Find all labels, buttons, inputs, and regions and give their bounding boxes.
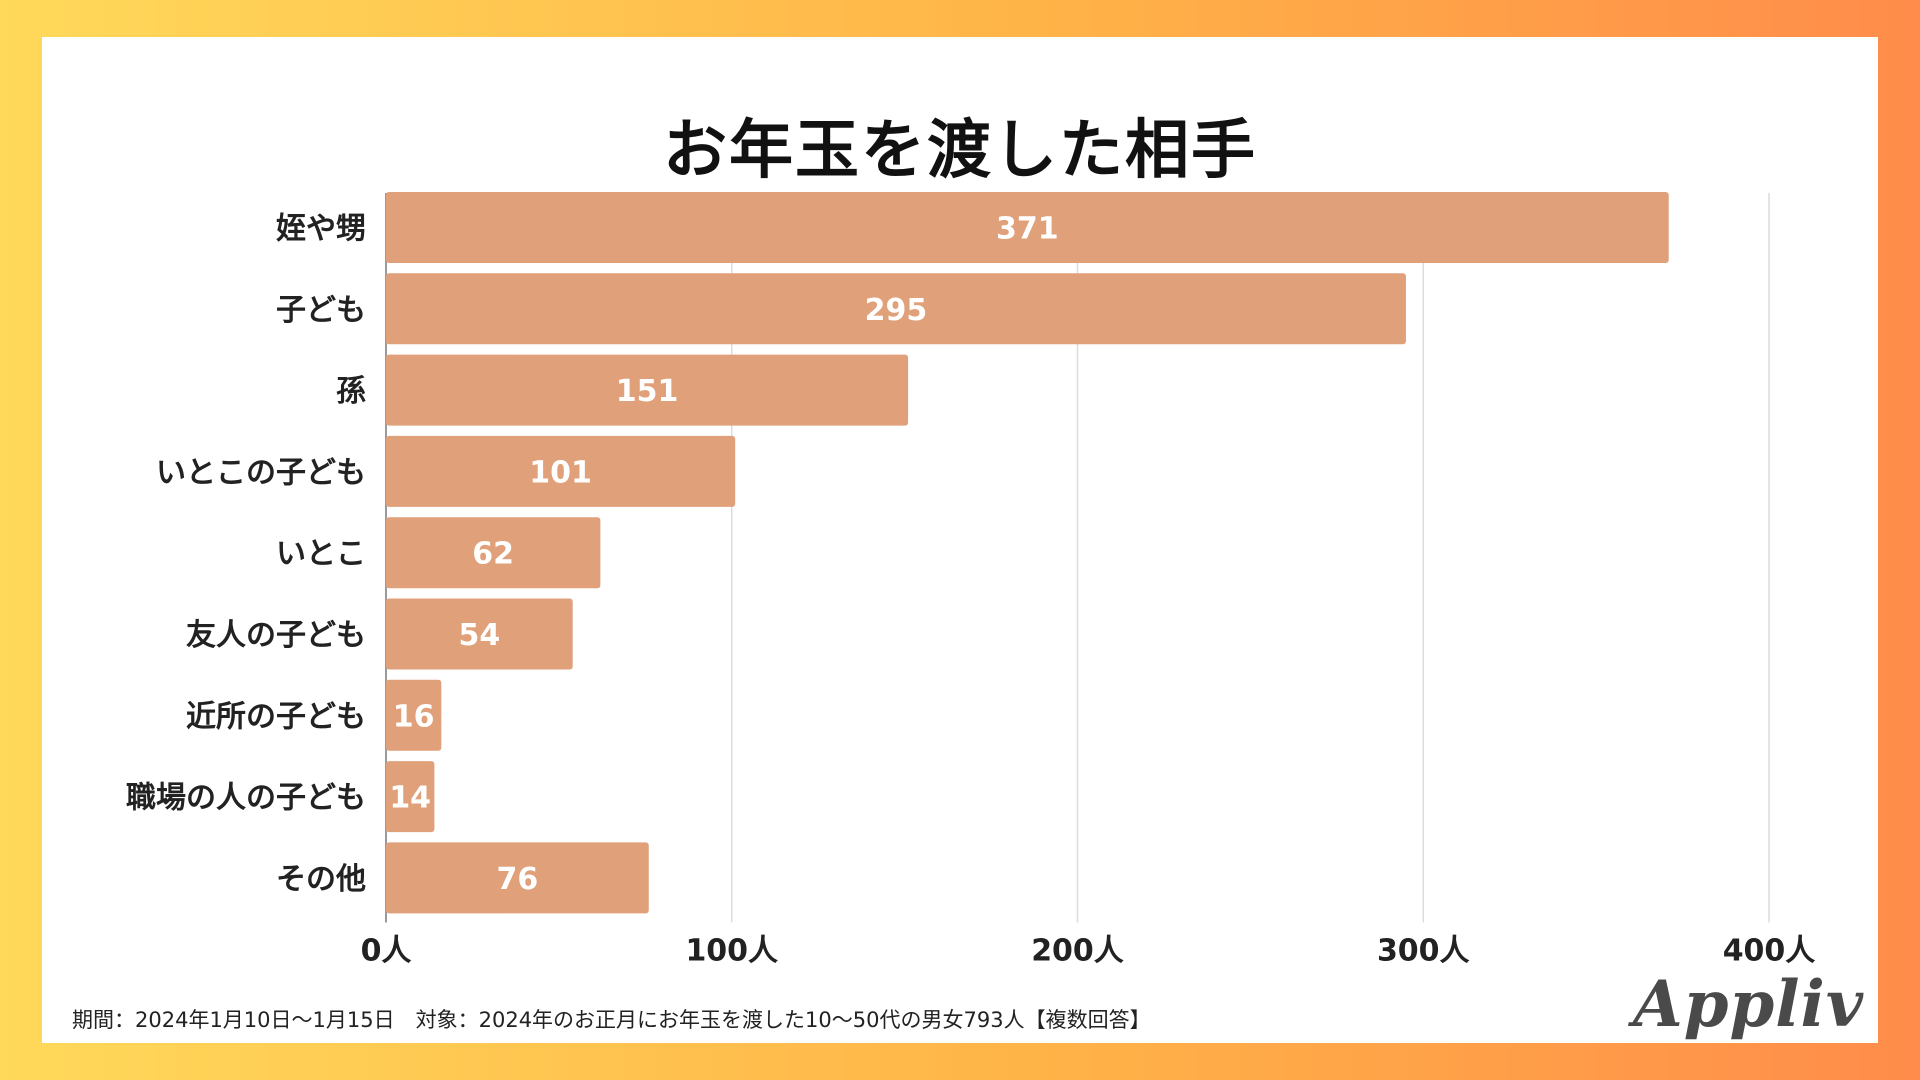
category-label: 職場の人の子ども	[126, 781, 366, 816]
x-tick-label: 200人	[1031, 934, 1124, 969]
bar	[386, 761, 435, 833]
category-label: その他	[276, 862, 366, 897]
data-label: 371	[996, 212, 1059, 247]
bar-chart: 0人 100人 200人 300人 400人 姪や甥 371 子ども 295 孫 151 いとこの子ど…	[126, 192, 1816, 969]
data-label: 295	[865, 293, 928, 328]
category-label: いとこ	[276, 537, 366, 572]
data-label: 62	[472, 537, 514, 572]
bar	[386, 273, 1406, 345]
data-label: 54	[458, 618, 500, 653]
chart-title: お年玉を渡した相手	[663, 114, 1257, 188]
bar	[386, 192, 1669, 263]
category-label: いとこの子ども	[156, 455, 366, 490]
category-label: 友人の子ども	[186, 618, 366, 653]
data-label: 76	[497, 862, 539, 897]
chart-card: お年玉を渡した相手 0人 100人 200人 300人 400人 姪や甥 371 子ども 295…	[42, 37, 1878, 1043]
x-tick-label: 0人	[361, 934, 412, 969]
category-label: 近所の子ども	[186, 699, 366, 734]
bar	[386, 679, 442, 751]
bar	[386, 598, 573, 670]
x-tick-label: 400人	[1723, 934, 1816, 969]
applive-logo: Appliv	[1633, 967, 1864, 1042]
data-label: 16	[393, 699, 435, 734]
bar	[386, 435, 736, 507]
x-tick-label: 100人	[685, 934, 778, 969]
x-tick-label: 300人	[1377, 934, 1470, 969]
category-label: 子ども	[276, 293, 366, 328]
data-label: 151	[616, 374, 679, 409]
footnote: 期間：2024年1月10日～1月15日 対象：2024年のお正月にお年玉を渡した…	[72, 1008, 1151, 1032]
category-label: 姪や甥	[276, 212, 366, 247]
bar	[386, 842, 649, 914]
bar	[386, 517, 601, 589]
bar	[386, 354, 909, 426]
data-label: 14	[389, 781, 431, 816]
data-label: 101	[529, 455, 592, 490]
category-label: 孫	[336, 374, 366, 409]
